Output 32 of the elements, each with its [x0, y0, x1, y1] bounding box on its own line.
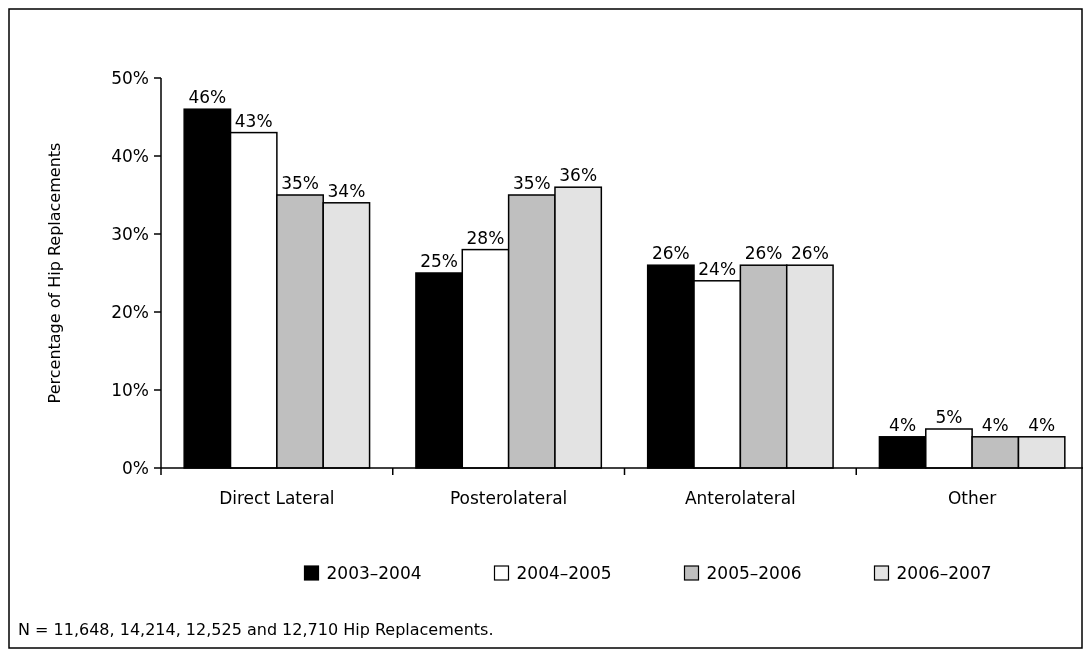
data-label: 26% — [791, 243, 829, 264]
data-label: 4% — [889, 414, 917, 435]
legend-label: 2004–2005 — [516, 562, 612, 583]
y-tick-label: 10% — [111, 379, 149, 400]
data-label: 35% — [512, 173, 551, 193]
legend-label: 2003–2004 — [326, 562, 422, 583]
legend-label: 2006–2007 — [896, 562, 992, 583]
y-tick-label: 40% — [111, 145, 149, 166]
data-label: 26% — [744, 243, 783, 264]
text: N = 11,648, 14,214, 12,525 and 12,710 Hip Replacements. — [18, 619, 494, 639]
legend-label: 2005–2006 — [706, 562, 802, 583]
data-label: 43% — [234, 110, 273, 131]
data-label: 4% — [981, 414, 1009, 435]
y-tick-label: 30% — [111, 223, 149, 244]
data-label: 46% — [188, 87, 227, 108]
x-tick-label: Direct Lateral — [219, 488, 335, 508]
x-tick-label: Posterolateral — [449, 488, 568, 508]
y-tick-label: 20% — [111, 301, 149, 322]
y-tick-label: 50% — [111, 67, 149, 88]
data-label: 26% — [651, 243, 690, 264]
data-label: 5% — [935, 407, 963, 427]
x-tick-label: Anterolateral — [684, 488, 796, 508]
y-axis-title: Percentage of Hip Replacements — [45, 142, 64, 404]
data-label: 4% — [1028, 414, 1056, 435]
data-label: 25% — [420, 251, 458, 271]
data-label: 28% — [466, 227, 505, 248]
y-tick-label: 0% — [122, 457, 149, 478]
x-tick-label: Other — [947, 488, 997, 508]
data-label: 35% — [281, 173, 319, 193]
data-label: 24% — [698, 258, 737, 279]
data-label: 34% — [327, 180, 366, 201]
data-label: 36% — [559, 165, 598, 186]
